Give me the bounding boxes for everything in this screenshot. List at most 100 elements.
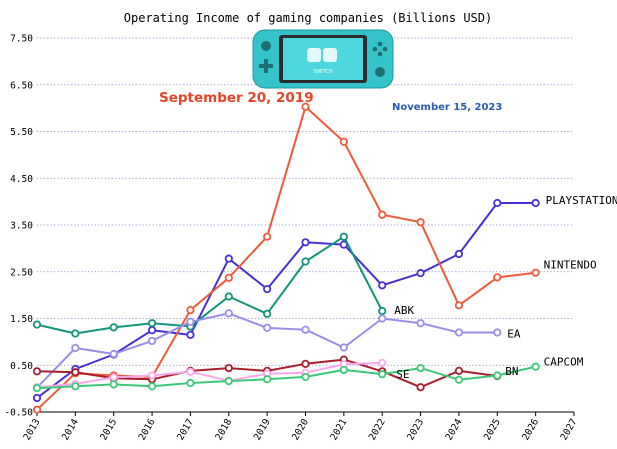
series-layer bbox=[32, 102, 540, 414]
data-point-capcom bbox=[416, 363, 425, 373]
data-point-nintendo bbox=[224, 273, 233, 282]
data-point-abk bbox=[147, 319, 157, 328]
data-point-ea bbox=[493, 328, 502, 337]
data-point-nintendo bbox=[378, 210, 387, 219]
data-point-ea bbox=[416, 319, 425, 328]
data-point-playstation bbox=[493, 198, 502, 208]
annotation-date-left: September 20, 2019 bbox=[159, 90, 314, 106]
data-point-nintendo bbox=[32, 405, 42, 414]
data-point-abk bbox=[71, 329, 80, 338]
y-tick-label: 6.50 bbox=[10, 80, 33, 91]
data-point-bn bbox=[301, 359, 310, 368]
series-label-nintendo: NINTENDO bbox=[544, 259, 597, 272]
x-tick-label: 2017 bbox=[175, 417, 196, 442]
series-line-nintendo bbox=[36, 105, 536, 411]
data-point-bn bbox=[454, 366, 464, 375]
data-point-ea bbox=[339, 343, 348, 352]
y-tick-label: 2.50 bbox=[10, 267, 33, 278]
data-point-se bbox=[147, 371, 157, 380]
data-point-nintendo bbox=[454, 301, 464, 310]
switch-screen-text: SWITCH bbox=[313, 69, 333, 75]
x-tick-label: 2016 bbox=[137, 417, 158, 443]
data-point-ea bbox=[224, 309, 233, 318]
data-point-abk bbox=[109, 323, 118, 332]
data-point-abk bbox=[32, 320, 42, 329]
y-tick-label: 0.50 bbox=[10, 361, 33, 372]
series-label-playstation: PLAYSTATION bbox=[546, 194, 617, 207]
x-tick-label: 2021 bbox=[328, 417, 349, 443]
x-tick-label: 2027 bbox=[559, 417, 580, 442]
series-label-bn: BN bbox=[505, 365, 518, 378]
x-tick-label: 2024 bbox=[444, 417, 465, 443]
data-point-capcom bbox=[493, 371, 502, 380]
data-point-ea bbox=[378, 314, 387, 323]
y-tick-label: 4.50 bbox=[10, 174, 33, 185]
x-tick-label: 2015 bbox=[98, 417, 119, 442]
data-point-capcom bbox=[339, 365, 348, 375]
data-point-abk bbox=[224, 292, 233, 301]
data-point-playstation bbox=[378, 281, 387, 290]
data-point-abk bbox=[339, 232, 348, 241]
y-tick-label: 3.50 bbox=[10, 221, 33, 232]
series-label-abk: ABK bbox=[394, 304, 414, 317]
data-point-ea bbox=[454, 328, 464, 337]
series-line-playstation bbox=[36, 202, 536, 399]
x-tick-label: 2026 bbox=[520, 417, 541, 443]
data-point-abk bbox=[263, 309, 272, 318]
data-point-nintendo bbox=[531, 268, 540, 277]
data-point-playstation bbox=[454, 249, 464, 259]
series-line-capcom bbox=[36, 365, 536, 390]
data-point-bn bbox=[224, 363, 233, 373]
y-tick-label: -0.50 bbox=[4, 408, 33, 419]
data-point-ea bbox=[186, 317, 195, 326]
annotation-date-right: November 15, 2023 bbox=[392, 102, 502, 113]
data-point-capcom bbox=[32, 384, 42, 393]
data-point-capcom bbox=[147, 382, 157, 391]
data-point-se bbox=[109, 373, 118, 382]
data-point-playstation bbox=[224, 254, 233, 263]
x-tick-label: 2018 bbox=[213, 417, 234, 443]
chart-title: Operating Income of gaming companies (Bi… bbox=[124, 11, 492, 25]
series-line-abk bbox=[36, 235, 384, 335]
data-point-nintendo bbox=[339, 137, 348, 146]
x-tick-label: 2025 bbox=[482, 417, 503, 442]
series-label-se: SE bbox=[396, 368, 409, 381]
data-point-playstation bbox=[301, 238, 310, 247]
data-point-nintendo bbox=[416, 218, 425, 227]
data-point-capcom bbox=[109, 380, 118, 389]
data-point-ea bbox=[147, 336, 157, 346]
data-point-capcom bbox=[71, 382, 80, 391]
data-point-capcom bbox=[186, 378, 195, 388]
data-point-playstation bbox=[186, 330, 195, 339]
series-label-layer: PLAYSTATION NINTENDO ABK EA BN SE CAPCOM bbox=[394, 194, 617, 381]
data-point-capcom bbox=[531, 362, 540, 371]
data-point-capcom bbox=[378, 370, 387, 379]
data-point-ea bbox=[301, 325, 310, 334]
data-point-ea bbox=[71, 343, 80, 353]
data-point-bn bbox=[32, 367, 42, 376]
data-point-playstation bbox=[416, 269, 425, 278]
x-tick-label: 2023 bbox=[405, 417, 426, 442]
y-tick-label: 5.50 bbox=[10, 127, 33, 138]
y-tick-label: 1.50 bbox=[10, 314, 33, 325]
data-point-bn bbox=[416, 383, 425, 392]
data-point-se bbox=[186, 367, 195, 376]
data-point-nintendo bbox=[301, 102, 310, 111]
y-tick-label: 7.50 bbox=[10, 34, 33, 45]
series-label-capcom: CAPCOM bbox=[544, 356, 584, 369]
grid-layer bbox=[37, 37, 574, 366]
data-point-playstation bbox=[32, 393, 42, 403]
x-tick-label: 2019 bbox=[252, 417, 273, 443]
data-point-ea bbox=[109, 349, 118, 359]
data-point-bn bbox=[71, 368, 80, 377]
data-point-nintendo bbox=[493, 273, 502, 282]
series-label-ea: EA bbox=[507, 328, 521, 341]
data-point-capcom bbox=[224, 377, 233, 386]
data-point-se bbox=[378, 358, 387, 368]
data-point-ea bbox=[263, 323, 272, 332]
x-tick-label: 2014 bbox=[60, 417, 81, 443]
data-point-playstation bbox=[147, 326, 157, 335]
x-tick-label: 2013 bbox=[22, 417, 43, 442]
series-line-se bbox=[36, 361, 383, 389]
